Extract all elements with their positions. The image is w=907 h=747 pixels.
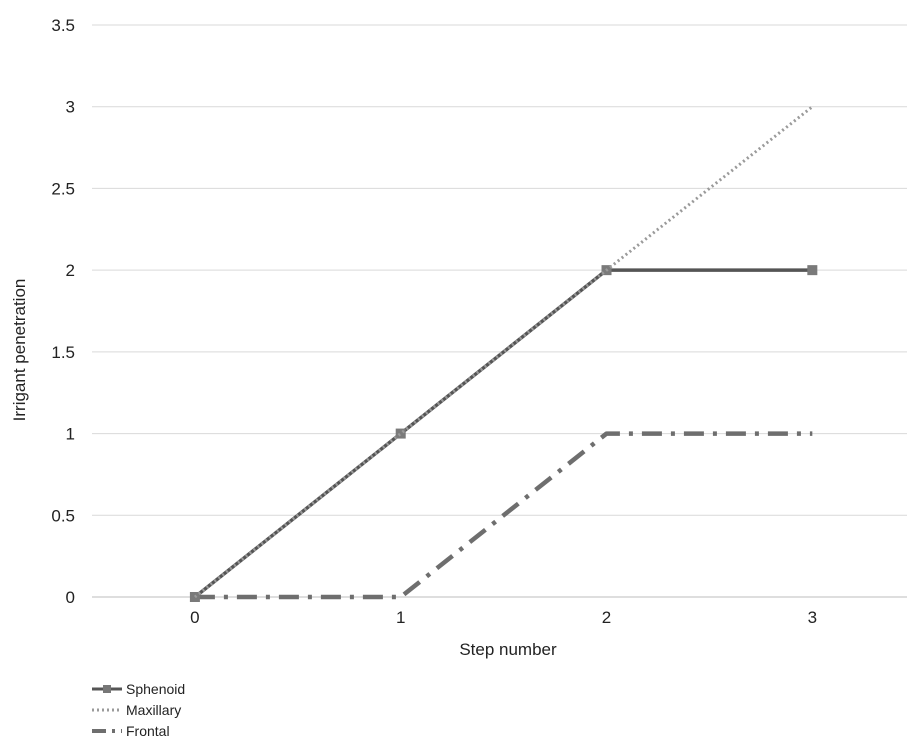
x-tick-label: 2 (602, 608, 611, 627)
legend-swatch-maxillary (92, 708, 122, 711)
legend: Sphenoid Maxillary Frontal (92, 678, 185, 741)
y-tick-label: 3.5 (51, 16, 75, 35)
series-lines (189, 105, 818, 602)
y-tick-label: 1.5 (51, 343, 75, 362)
y-axis-ticks: 0 0.5 1 1.5 2 2.5 3 3.5 (51, 16, 75, 607)
x-tick-label: 3 (808, 608, 817, 627)
x-axis-ticks: 0 1 2 3 (190, 608, 817, 627)
legend-label-frontal: Frontal (126, 722, 170, 739)
y-tick-label: 0 (66, 588, 75, 607)
x-tick-label: 0 (190, 608, 199, 627)
series-line-maxillary (193, 105, 814, 599)
data-point-sphenoid (395, 428, 406, 439)
legend-label-maxillary: Maxillary (126, 701, 182, 718)
legend-label-sphenoid: Sphenoid (126, 680, 186, 697)
y-tick-label: 3 (66, 98, 75, 117)
gridlines (92, 24, 907, 598)
legend-item-maxillary: Maxillary (92, 699, 185, 720)
legend-swatch-sphenoid (92, 684, 122, 693)
legend-item-sphenoid: Sphenoid (92, 678, 185, 699)
y-tick-label: 2.5 (51, 179, 75, 198)
series-line-frontal (194, 431, 813, 600)
legend-item-frontal: Frontal (92, 720, 185, 741)
legend-swatch-frontal (92, 728, 122, 733)
x-tick-label: 1 (396, 608, 405, 627)
data-point-sphenoid (807, 265, 818, 276)
x-axis-label: Step number (459, 640, 557, 659)
y-tick-label: 0.5 (51, 506, 75, 525)
y-tick-label: 1 (66, 425, 75, 444)
y-axis-label: Irrigant penetration (10, 279, 29, 422)
y-tick-label: 2 (66, 261, 75, 280)
